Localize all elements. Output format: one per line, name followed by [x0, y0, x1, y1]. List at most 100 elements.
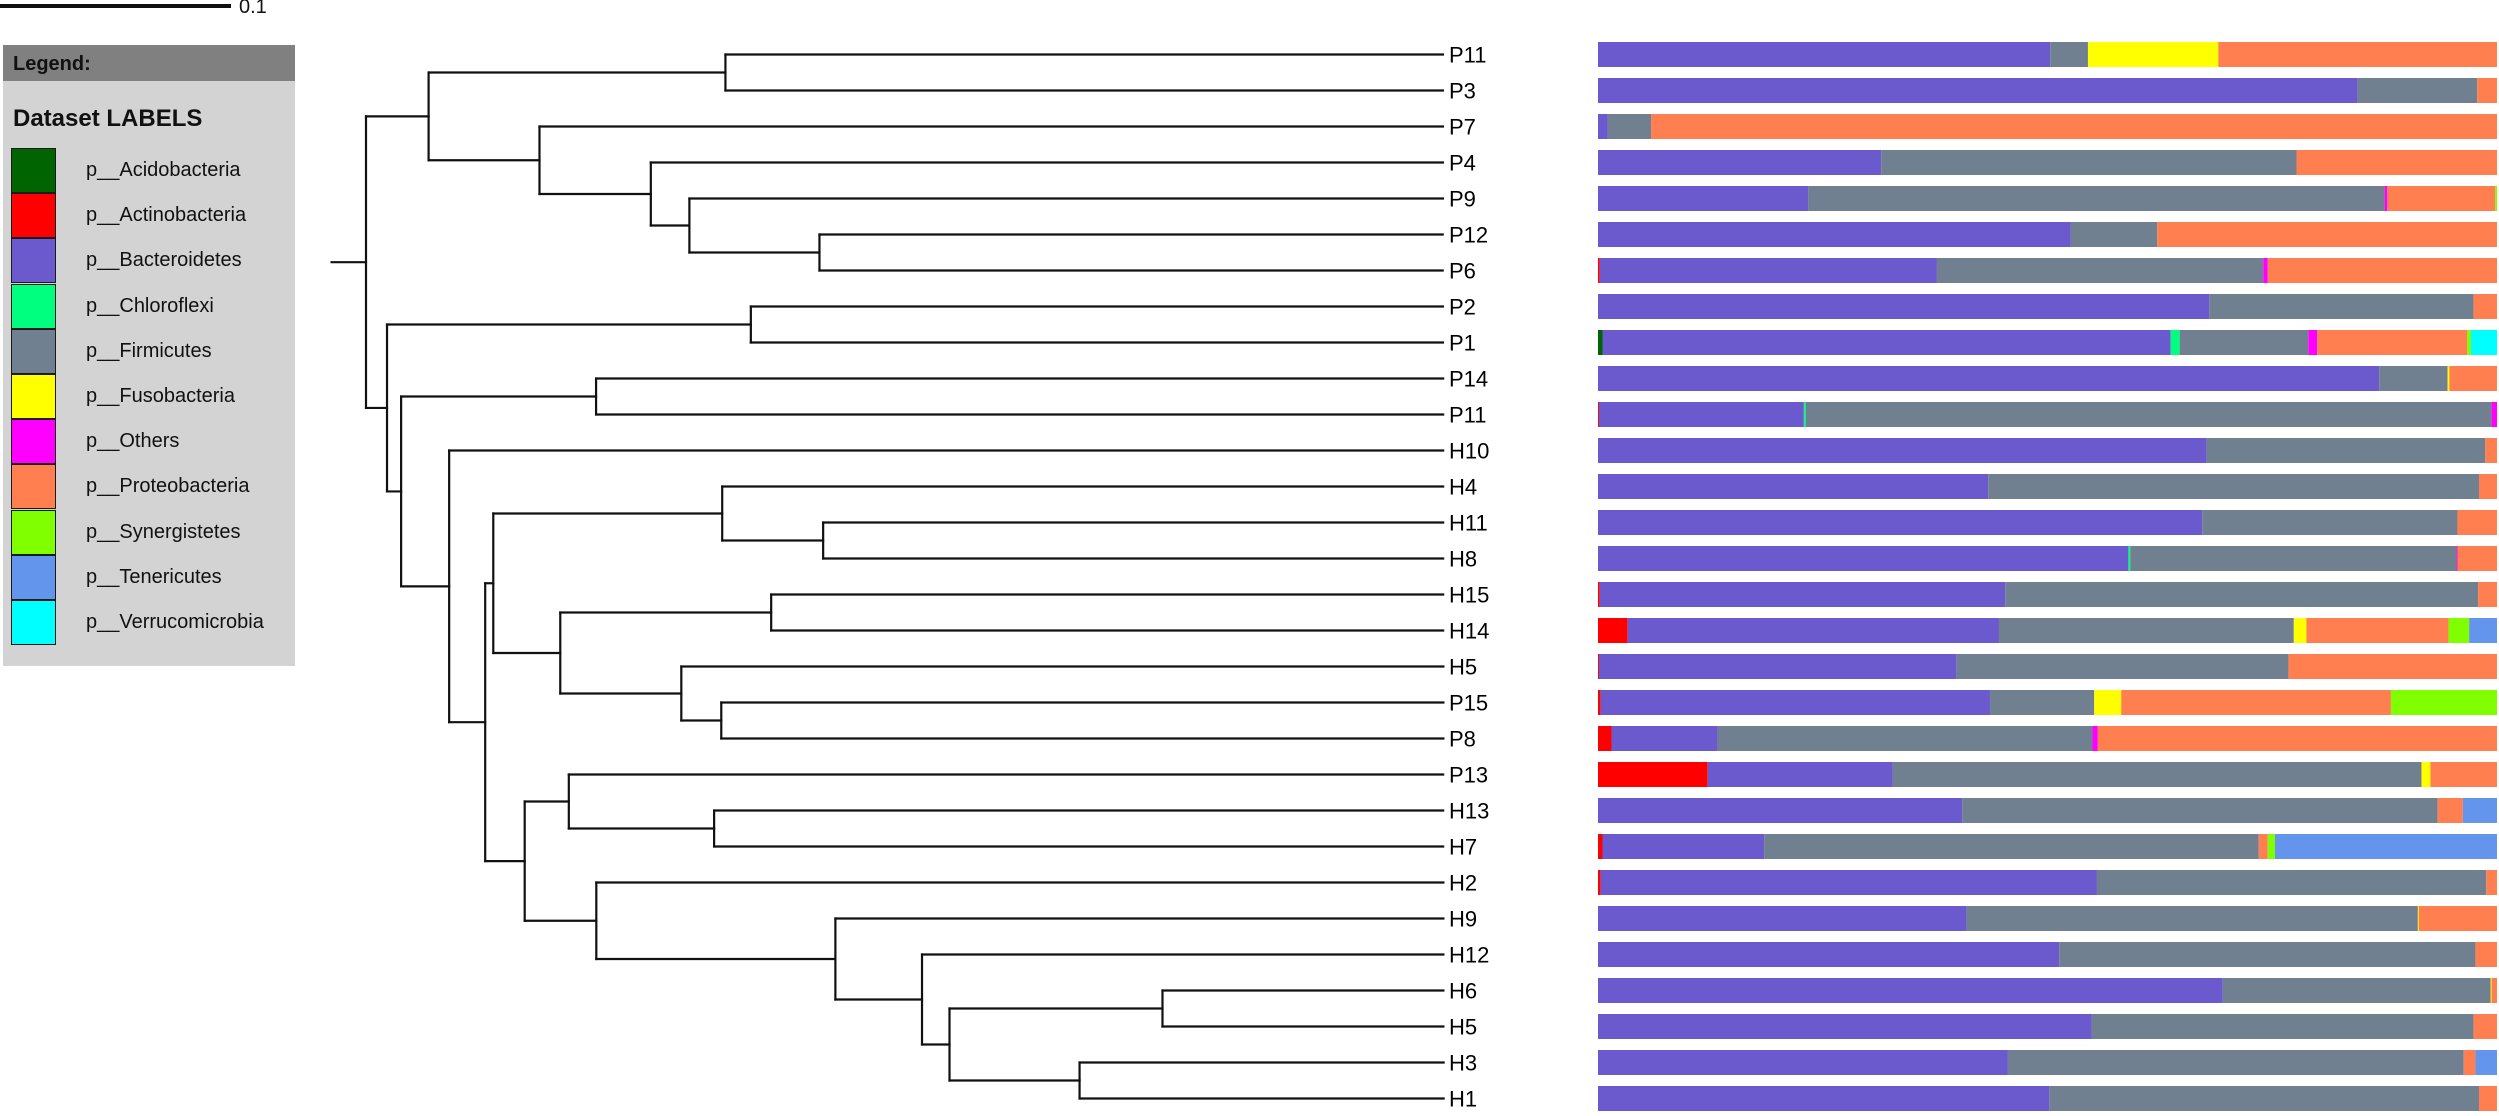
bar-segment-bacteroidetes	[1599, 258, 1937, 283]
bar-segment-firmicutes	[2202, 510, 2458, 535]
bar-segment-firmicutes	[2222, 978, 2491, 1003]
bar-segment-synergistetes	[2495, 186, 2497, 211]
bar-segment-firmicutes	[2379, 366, 2448, 391]
bar-segment-proteobacteria	[2418, 906, 2497, 931]
bar-segment-fusobacteria	[2421, 762, 2431, 787]
bar-segment-bacteroidetes	[1598, 474, 1989, 499]
stacked-bar	[1598, 906, 2497, 931]
legend-header: Legend:	[3, 45, 295, 81]
bar-segment-proteobacteria	[2477, 78, 2497, 103]
legend-item: p__Chloroflexi	[11, 283, 291, 329]
bar-segment-firmicutes	[1966, 906, 2418, 931]
bar-segment-proteobacteria	[2430, 762, 2497, 787]
bar-segment-bacteroidetes	[1598, 978, 2223, 1003]
leaf-label: P4	[1449, 151, 1476, 176]
leaf-label: H2	[1449, 871, 1477, 896]
leaf-label: P3	[1449, 79, 1476, 104]
stacked-bar	[1598, 654, 2497, 679]
bar-segment-firmicutes	[2357, 78, 2478, 103]
legend-label: p__Firmicutes	[86, 339, 212, 362]
leaf-label: P1	[1449, 331, 1476, 356]
bar-segment-proteobacteria	[2478, 582, 2497, 607]
bar-segment-bacteroidetes	[1611, 726, 1718, 751]
bar-segment-chloroflexi	[1803, 402, 1806, 427]
bar-segment-bacteroidetes	[1598, 510, 2203, 535]
bar-segment-firmicutes	[1988, 474, 2480, 499]
stacked-bar	[1598, 186, 2497, 211]
stacked-bar	[1598, 402, 2497, 427]
legend-swatch	[11, 328, 56, 374]
leaf-label: P15	[1449, 691, 1488, 716]
stacked-bar	[1598, 870, 2497, 895]
bar-segment-proteobacteria	[2479, 474, 2497, 499]
bar-segment-bacteroidetes	[1598, 1086, 2050, 1111]
bar-segment-fusobacteria	[2417, 906, 2420, 931]
bar-segment-proteobacteria	[2306, 618, 2449, 643]
bar-segment-synergistetes	[2390, 690, 2497, 715]
stacked-bar	[1598, 1086, 2497, 1111]
leaf-label: H15	[1449, 583, 1489, 608]
stacked-bar	[1598, 942, 2497, 967]
bar-segment-proteobacteria	[2157, 222, 2497, 247]
bar-segment-fusobacteria	[2094, 690, 2122, 715]
stacked-bar	[1598, 222, 2497, 247]
bar-segment-fusobacteria	[2447, 366, 2450, 391]
bar-segment-bacteroidetes	[1598, 42, 2051, 67]
bar-segment-fusobacteria	[2293, 618, 2307, 643]
legend-label: p__Acidobacteria	[86, 159, 241, 181]
leaf-label: P11	[1449, 403, 1487, 428]
legend-item: p__Proteobacteria	[11, 464, 291, 510]
legend-swatch	[11, 148, 56, 193]
bar-segment-actinobacteria	[1598, 834, 1603, 859]
leaf-label: H9	[1449, 907, 1477, 932]
bar-segment-bacteroidetes	[1598, 798, 1963, 823]
legend: Legend: Dataset LABELS p__Acidobacteria p…	[3, 45, 295, 666]
scale-bar	[0, 4, 231, 8]
bar-segment-bacteroidetes	[1598, 906, 1967, 931]
leaf-label: P14	[1449, 367, 1488, 392]
stacked-bar	[1598, 510, 2497, 535]
bar-segment-actinobacteria	[1598, 258, 1600, 283]
bar-segment-firmicutes	[2209, 294, 2474, 319]
bar-segment-bacteroidetes	[1599, 582, 2006, 607]
legend-swatch	[11, 600, 56, 645]
bar-segment-firmicutes	[2059, 942, 2476, 967]
bar-segment-firmicutes	[2070, 222, 2158, 247]
bar-segment-firmicutes	[2007, 1050, 2464, 1075]
bar-segment-fusobacteria	[2490, 978, 2492, 1003]
bar-segment-firmicutes	[1717, 726, 2093, 751]
bar-segment-bacteroidetes	[1598, 222, 2071, 247]
bar-segment-proteobacteria	[2457, 510, 2497, 535]
bar-segment-bacteroidetes	[1598, 150, 1882, 175]
legend-swatch	[11, 464, 56, 510]
stacked-bar	[1598, 690, 2497, 715]
bar-segment-proteobacteria	[2097, 726, 2497, 751]
leaf-label: P6	[1449, 259, 1476, 284]
bar-segment-bacteroidetes	[1707, 762, 1893, 787]
legend-label: p__Proteobacteria	[86, 475, 250, 498]
stacked-bar	[1598, 762, 2497, 787]
bar-segment-actinobacteria	[1598, 690, 1601, 715]
legend-item: p__Tenericutes	[11, 554, 291, 600]
bar-segment-actinobacteria	[1598, 762, 1708, 787]
legend-swatch	[11, 419, 56, 465]
bar-segment-bacteroidetes	[1598, 366, 2380, 391]
bar-segment-acidobacteria	[1598, 330, 1603, 355]
bar-segment-tenericutes	[2462, 798, 2497, 823]
bar-segment-bacteroidetes	[1598, 942, 2060, 967]
leaf-label: H5	[1449, 655, 1477, 680]
bar-segment-proteobacteria	[2437, 798, 2463, 823]
stacked-bar	[1598, 114, 2497, 139]
bar-segment-bacteroidetes	[1598, 294, 2210, 319]
bar-segment-bacteroidetes	[1598, 402, 1804, 427]
leaf-label: H3	[1449, 1051, 1477, 1076]
bar-segment-proteobacteria	[2485, 438, 2497, 463]
leaf-label: P11	[1449, 43, 1487, 68]
bar-segment-actinobacteria	[1598, 654, 1600, 679]
stacked-bar	[1598, 546, 2497, 571]
leaf-label: P8	[1449, 727, 1476, 752]
legend-label: p__Verrucomicrobia	[86, 611, 264, 633]
bar-segment-bacteroidetes	[1602, 834, 1765, 859]
